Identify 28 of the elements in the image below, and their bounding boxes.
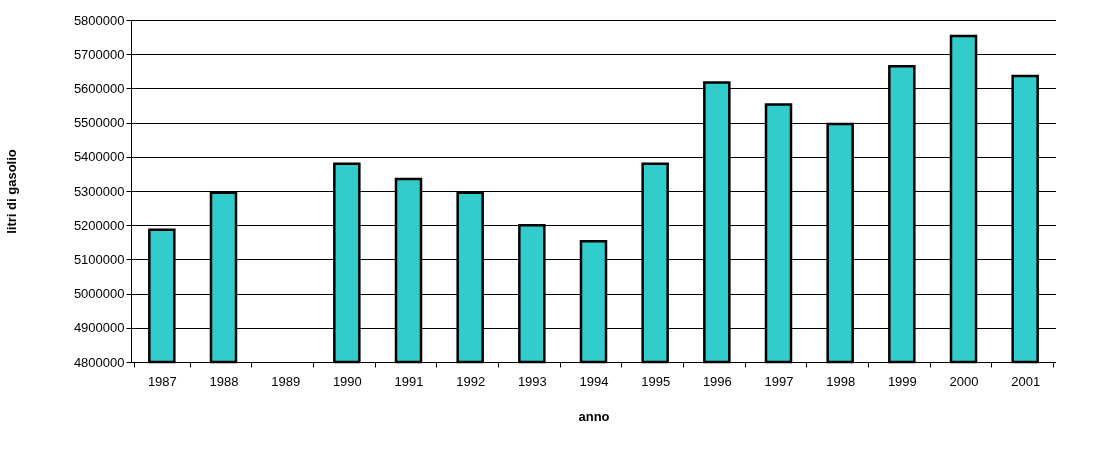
y-tick-label: 5100000 bbox=[73, 251, 125, 267]
x-tick-label: 1994 bbox=[579, 373, 609, 389]
y-tick-label: 4900000 bbox=[73, 320, 125, 336]
y-tick-label: 5500000 bbox=[73, 115, 125, 131]
x-tick-label: 1992 bbox=[456, 373, 486, 389]
x-tick-label: 1990 bbox=[332, 373, 362, 389]
y-tick-label: 5400000 bbox=[73, 149, 125, 165]
x-axis-title: anno bbox=[578, 408, 610, 424]
y-tick-label: 5300000 bbox=[73, 183, 125, 199]
y-tick-label: 5200000 bbox=[73, 217, 125, 233]
y-tick-label: 5700000 bbox=[73, 46, 125, 62]
x-tick-label: 1987 bbox=[147, 373, 177, 389]
x-tick-label: 1989 bbox=[271, 373, 301, 389]
y-tick-label: 4800000 bbox=[73, 354, 125, 370]
x-tick-label: 1997 bbox=[764, 373, 794, 389]
x-tick-label: 1998 bbox=[826, 373, 856, 389]
y-tick-label: 5800000 bbox=[73, 12, 125, 28]
y-tick-label: 5600000 bbox=[73, 80, 125, 96]
x-tick-label: 1988 bbox=[209, 373, 239, 389]
y-tick-label: 5000000 bbox=[73, 286, 125, 302]
y-axis-title: litri di gasolio bbox=[3, 149, 19, 234]
x-tick-label: 2001 bbox=[1011, 373, 1041, 389]
x-tick-label: 1999 bbox=[887, 373, 917, 389]
x-tick-label: 1991 bbox=[394, 373, 424, 389]
x-tick-label: 1995 bbox=[641, 373, 671, 389]
x-tick-label: 1993 bbox=[517, 373, 547, 389]
x-tick-label: 1996 bbox=[702, 373, 732, 389]
x-tick-label: 2000 bbox=[949, 373, 979, 389]
